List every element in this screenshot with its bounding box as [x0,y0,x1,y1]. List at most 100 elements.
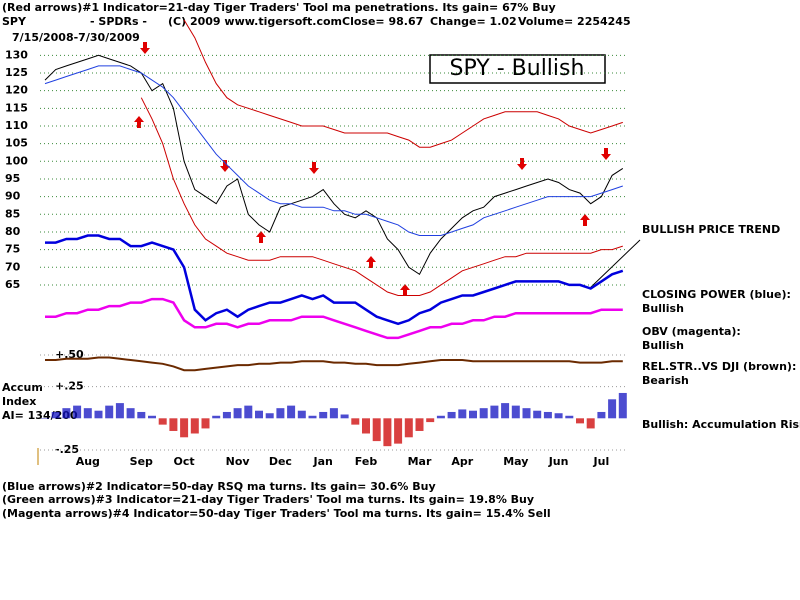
accum-bar [522,408,531,419]
obv-label: OBV (magenta): [642,325,741,338]
series-line [183,19,623,148]
accum-label: Accum [2,381,43,394]
copyright: (C) 2009 www.tigersoft.com [168,15,342,28]
footer-line: (Green arrows)#3 Indicator=21-day Tiger … [2,493,534,506]
arrows [134,42,611,296]
accum-bar [73,405,82,419]
accum-bar [265,413,274,419]
accum-bar [201,418,210,429]
accum-bar [415,418,424,431]
accum-bar [608,399,617,419]
y-tick-label: 65 [5,278,20,291]
change: Change= 1.02 [430,15,517,28]
accum-bar [554,413,563,419]
accum-bar [158,418,167,425]
accum-bar [105,405,114,419]
x-tick-label: Nov [226,455,251,468]
symbol: SPY [2,15,27,28]
accum-bar [576,418,584,424]
x-tick-label: Aug [76,455,100,468]
accum-bar [340,414,349,419]
date-range: 7/15/2008-7/30/2009 [12,31,140,44]
accum-bar [543,411,552,419]
accum-bar [83,408,92,419]
cp-label: CLOSING POWER (blue): [642,288,791,301]
y-tick-label: 80 [5,225,21,238]
y-tick-label: 115 [5,101,28,114]
accum-bar [222,411,231,419]
accum-bar [426,418,435,423]
accum-bar [137,411,146,419]
accum-bar [479,408,488,419]
y-tick-label: 110 [5,119,28,132]
pointer [589,239,641,289]
series-line [44,65,623,236]
x-tick-label: Jul [593,455,610,468]
overlay-line [45,356,623,372]
accum-bar [436,415,445,419]
accum-bar [394,418,403,444]
x-tick-label: Mar [408,455,432,468]
accum-bar [297,410,306,419]
accum-bar [212,415,221,419]
y-tick-label: 125 [5,66,28,79]
accum-bar [126,408,135,419]
accum-bar [490,405,499,419]
accum-bar [511,405,520,419]
y-tick-label: 120 [5,84,28,97]
accum-bar [276,408,285,419]
accum-bar [404,418,413,438]
accum-bar [362,418,370,434]
close: Close= 98.67 [342,15,423,28]
series-line [44,54,624,276]
series-line [45,234,624,326]
y-tick-label: 85 [5,207,20,220]
accum-bar [329,408,338,419]
series-line [45,297,623,340]
accum-bar [169,418,178,431]
accum-bar [41,418,49,419]
accum-bar [533,410,542,419]
security-name: - SPDRs - [90,15,147,28]
accum-bar [51,411,60,419]
volume: Volume= 2254245 [518,15,631,28]
y-tick-label: +.50 [55,348,84,361]
accum-bar [115,403,124,419]
accum-bar [447,411,456,419]
series-line [140,97,623,296]
accum-bar [383,418,392,447]
cp-value: Bullish [642,302,684,315]
accum-bar [351,418,360,425]
header-line: (Red arrows)#1 Indicator=21-day Tiger Tr… [2,1,556,14]
accum-bar [469,410,477,419]
accum-bar [62,408,71,419]
footer-line: (Blue arrows)#2 Indicator=50-day RSQ ma … [2,480,436,493]
accum-bar [565,415,574,419]
accum-bar [233,408,242,419]
y-tick-label: 70 [5,260,21,273]
trend-note: BULLISH PRICE TREND [642,223,780,236]
accum-bar [148,415,156,419]
x-tick-label: Dec [269,455,292,468]
footer-line: (Magenta arrows)#4 Indicator=50-day Tige… [2,507,551,520]
headline: SPY - Bullish [450,56,585,81]
y-tick-label: 90 [5,190,21,203]
accum-bar [586,418,595,429]
x-tick-label: Oct [174,455,195,468]
obv-value: Bullish [642,339,684,352]
accum-bar [308,415,317,419]
x-tick-label: Jan [313,455,333,468]
y-tick-label: 130 [5,48,28,61]
accum-bar [458,409,467,419]
accum-bar [180,418,189,438]
accum-bar [597,411,606,419]
accum-label: Index [2,395,36,408]
x-tick-label: Feb [355,455,378,468]
accum-bar [319,411,328,419]
y-tick-label: 95 [5,172,20,185]
y-tick-label: +.25 [55,380,84,393]
x-tick-label: Jun [548,455,569,468]
y-tick-label: -.25 [55,443,79,456]
accum-note: Bullish: Accumulation Rising [642,418,800,431]
accum-bar [244,405,253,419]
